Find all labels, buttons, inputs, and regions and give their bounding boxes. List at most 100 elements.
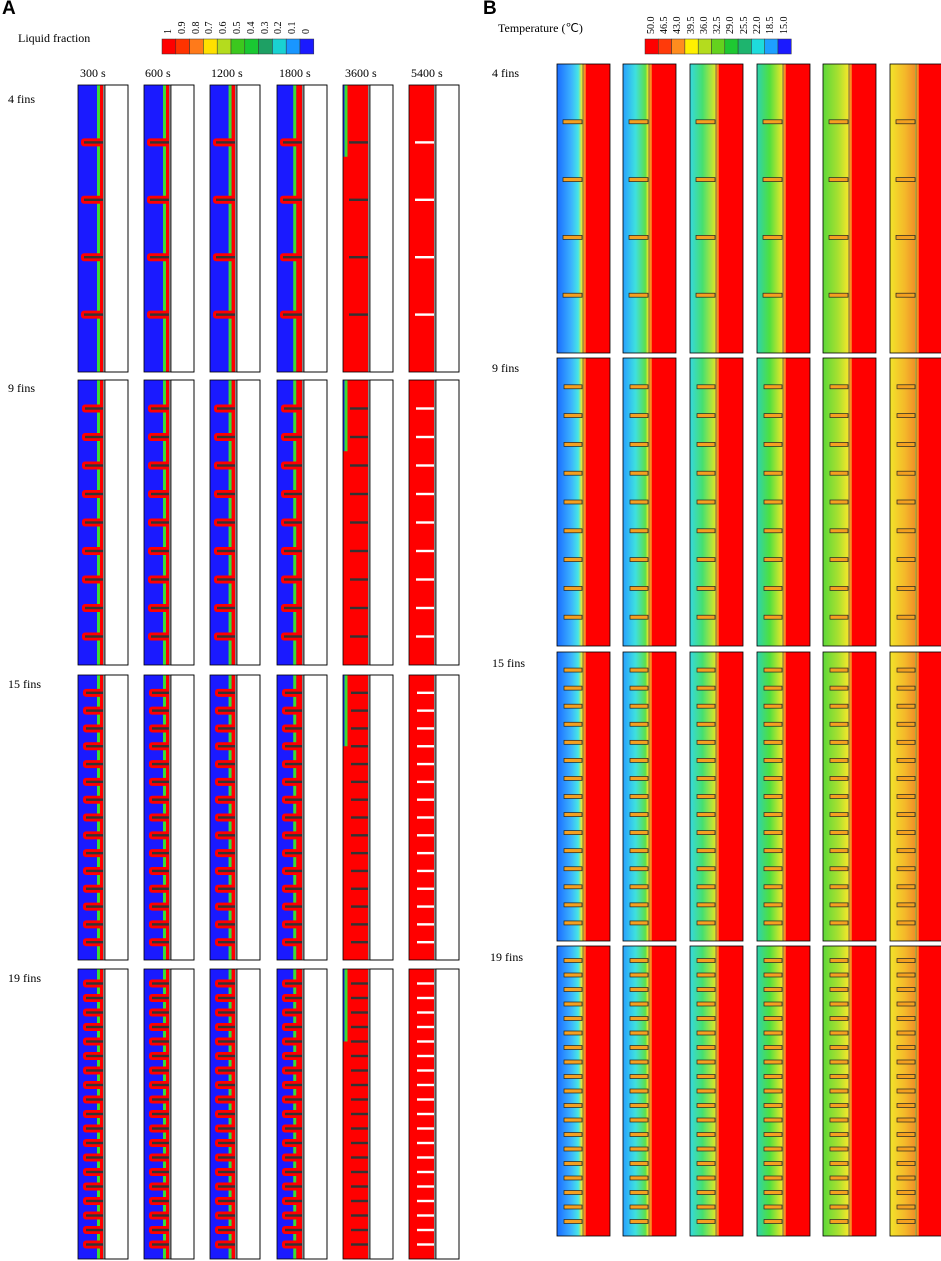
fin-a-r3-c3-17	[285, 1214, 302, 1217]
temp-fin-b-r2-c4-5	[829, 739, 849, 745]
fin-a-r1-c1-2	[151, 435, 169, 439]
temp-fin-b-r1-c2-7	[696, 557, 716, 562]
temp-frame-b-r0-c0	[556, 63, 611, 354]
temp-water-channel-b-r2-c2	[719, 652, 743, 941]
water-channel-a-r1-c3	[303, 379, 328, 666]
temp-fin-b-r2-c5-1	[896, 667, 916, 673]
fin-a-r2-c0-6	[86, 780, 103, 784]
tube-wall-a-r3-c5	[434, 969, 436, 1259]
melt-bulk-a-r1-c4	[343, 451, 368, 665]
temp-frame-b-r1-c2	[689, 357, 744, 647]
temp-frame-b-r1-c5	[889, 357, 941, 647]
fin-a-r1-c0-2	[85, 435, 103, 439]
frame-a-r3-c4	[342, 968, 394, 1260]
temp-frame-b-r1-c0	[556, 357, 611, 647]
temp-fin-b-r2-c5-2	[896, 685, 916, 691]
fin-a-r1-c1-9	[151, 635, 169, 638]
temp-fin-b-r2-c5-3	[896, 703, 916, 709]
fin-a-r2-c2-4	[218, 745, 235, 748]
fin-a-r3-c2-18	[218, 1228, 235, 1232]
temp-fin-b-r3-c2-15	[696, 1161, 716, 1166]
temp-wall-b-r3-c0	[582, 946, 586, 1236]
temp-fin-b-r3-c5-13	[896, 1132, 916, 1137]
fin-a-r2-c2-7	[218, 798, 235, 801]
fin-a-r3-c0-6	[86, 1054, 103, 1058]
fin-a-r3-c2-15	[218, 1185, 235, 1188]
fin-a-r3-c1-5	[152, 1040, 169, 1043]
temp-fin-b-r2-c3-14	[763, 902, 783, 908]
temp-fin-b-r3-c5-16	[896, 1175, 916, 1181]
fin-a-r2-c3-5	[285, 762, 302, 766]
temp-pcm-region-b-r0-c5	[890, 64, 915, 353]
temp-frame-b-r0-c1	[622, 63, 677, 354]
fin-a-r3-c1-13	[152, 1156, 169, 1159]
fin-a-r2-c5-3	[417, 727, 434, 730]
temp-water-channel-b-r0-c5	[919, 64, 941, 353]
frame-a-r2-c2	[209, 674, 261, 961]
temp-fin-b-r3-c4-17	[829, 1190, 849, 1195]
panel-letter-a: A	[2, 0, 16, 19]
temp-fin-b-r1-c0-7	[563, 557, 583, 562]
tube-wall-a-r2-c2	[235, 675, 237, 960]
fin-a-r3-c4-16	[351, 1199, 368, 1203]
temp-fin-b-r3-c0-1	[563, 958, 583, 963]
fin-a-r2-c0-10	[86, 851, 103, 855]
fin-a-r2-c0-3	[86, 727, 103, 730]
fin-a-r3-c3-1	[285, 982, 302, 985]
temp-fin-b-r3-c3-17	[763, 1190, 783, 1195]
temp-fin-b-r0-c3-4	[762, 292, 783, 298]
fin-a-r3-c1-1	[152, 982, 169, 985]
fin-a-r2-c1-9	[152, 834, 169, 837]
fin-a-r3-c1-17	[152, 1214, 169, 1217]
temp-frame-b-r1-c4	[822, 357, 877, 647]
fin-a-r1-c3-5	[284, 521, 302, 524]
temp-wall-b-r2-c5	[915, 652, 919, 941]
temp-fin-b-r2-c3-4	[763, 721, 783, 727]
temp-fin-b-r3-c2-8	[696, 1059, 716, 1065]
fin-a-r0-c5-3	[415, 256, 434, 259]
temp-fin-b-r1-c4-3	[829, 442, 849, 447]
fin-a-r2-c2-1	[218, 691, 235, 695]
temp-wall-b-r0-c3	[782, 64, 786, 353]
fin-a-r3-c4-13	[351, 1156, 368, 1159]
fin-a-r3-c3-2	[285, 996, 302, 1000]
temp-frame-b-r0-c4	[822, 63, 877, 354]
water-channel-a-r3-c0	[104, 968, 129, 1260]
temp-wall-b-r3-c2	[715, 946, 719, 1236]
melt-front-a-r0-c0	[97, 85, 100, 372]
temp-frame-b-r2-c1	[622, 651, 677, 942]
temp-fin-b-r1-c1-4	[629, 470, 649, 476]
fin-a-r3-c0-11	[86, 1127, 103, 1130]
temp-wall-b-r3-c5	[915, 946, 919, 1236]
temp-fin-b-r3-c1-8	[629, 1059, 649, 1065]
temp-fin-b-r2-c0-8	[563, 794, 583, 799]
temp-fin-b-r2-c1-12	[629, 866, 649, 872]
temp-fin-b-r2-c1-6	[629, 758, 649, 763]
water-channel-a-r3-c4	[369, 968, 394, 1260]
melt-bulk-a-r3-c4	[343, 1041, 368, 1259]
frame-a-r3-c3	[276, 968, 328, 1260]
fin-a-r3-c5-17	[417, 1214, 434, 1217]
temp-fin-b-r3-c1-18	[629, 1204, 649, 1210]
legend-swatch-temperature-8	[751, 38, 765, 55]
temp-fin-b-r2-c0-3	[563, 703, 583, 709]
temp-fin-b-r3-c3-7	[763, 1045, 783, 1050]
temp-fin-b-r1-c3-4	[763, 470, 783, 476]
water-channel-a-r2-c5	[435, 674, 460, 961]
temp-fin-b-r2-c5-5	[896, 739, 916, 745]
fin-a-r2-c1-14	[152, 923, 169, 926]
time-label-1800s: 1800 s	[279, 66, 311, 80]
temp-fin-b-r3-c4-16	[829, 1175, 849, 1181]
temp-fin-b-r0-c5-4	[895, 292, 916, 298]
temp-fin-b-r3-c2-9	[696, 1074, 716, 1079]
temp-water-channel-b-r1-c0	[586, 358, 610, 646]
temp-fin-b-r0-c0-3	[562, 235, 583, 240]
temp-frame-b-r2-c0	[556, 651, 611, 942]
fin-a-r0-c4-1	[349, 141, 368, 144]
temp-fin-b-r1-c3-7	[763, 557, 783, 562]
time-label-300s: 300 s	[80, 66, 106, 80]
fin-a-r3-c3-15	[285, 1185, 302, 1188]
fin-a-r3-c5-10	[417, 1112, 434, 1116]
temp-fin-b-r2-c2-15	[696, 920, 716, 926]
fin-a-r3-c5-18	[417, 1228, 434, 1232]
